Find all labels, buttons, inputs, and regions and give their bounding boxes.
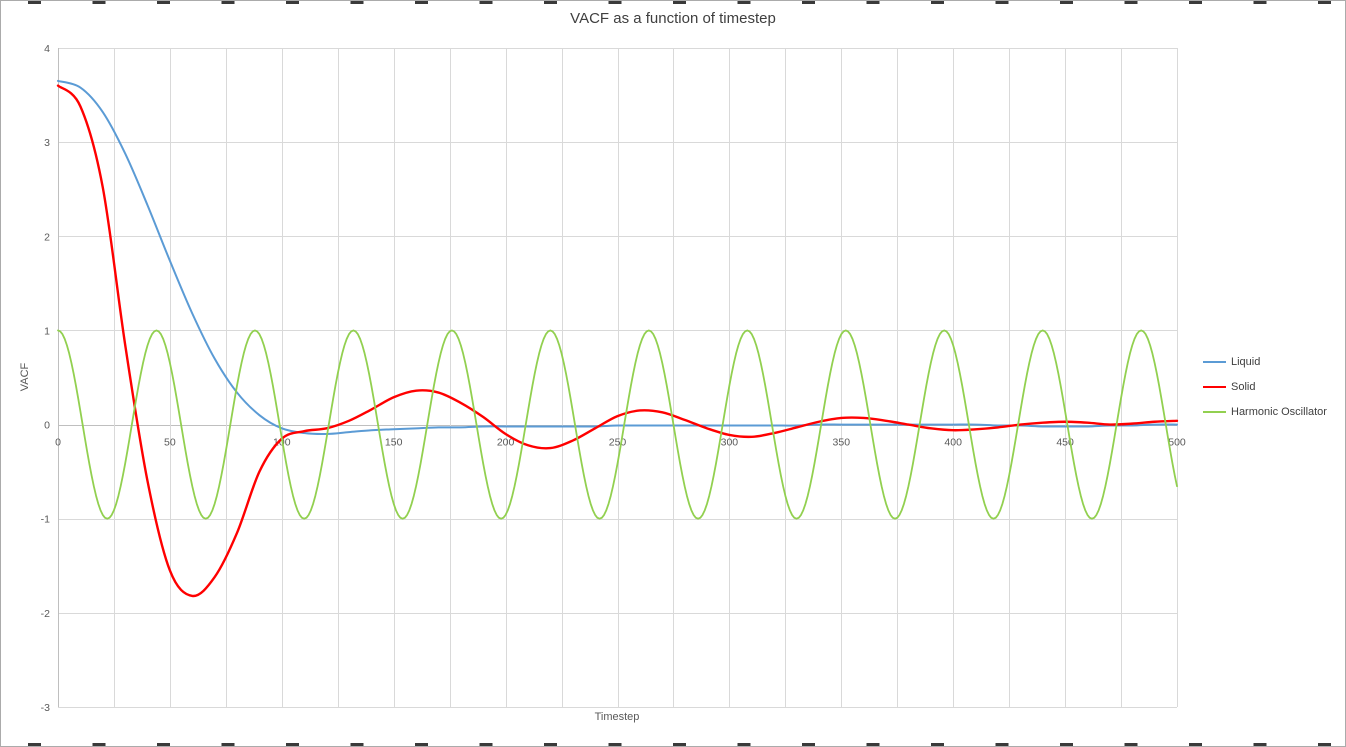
- legend-label-liquid: Liquid: [1231, 355, 1261, 368]
- svg-text:-2: -2: [41, 608, 50, 620]
- svg-text:200: 200: [497, 437, 515, 449]
- chart-title: VACF as a function of timestep: [570, 10, 776, 27]
- svg-text:50: 50: [164, 437, 176, 449]
- svg-text:0: 0: [44, 420, 50, 432]
- svg-text:-1: -1: [41, 514, 50, 526]
- svg-text:150: 150: [385, 437, 403, 449]
- legend-label-harmonic-oscillator: Harmonic Oscillator: [1231, 405, 1327, 418]
- svg-text:1: 1: [44, 325, 50, 337]
- legend: Liquid Solid Harmonic Oscillator: [1203, 349, 1345, 424]
- legend-line-harmonic-oscillator-icon: [1203, 410, 1226, 413]
- svg-text:400: 400: [944, 437, 962, 449]
- svg-text:4: 4: [44, 43, 50, 55]
- legend-item-harmonic-oscillator[interactable]: Harmonic Oscillator: [1203, 399, 1345, 424]
- svg-text:3: 3: [44, 137, 50, 149]
- x-axis-title: Timestep: [594, 711, 640, 723]
- legend-line-liquid-icon: [1203, 360, 1226, 363]
- svg-text:350: 350: [833, 437, 851, 449]
- svg-text:-3: -3: [41, 702, 50, 714]
- y-axis-title: VACF: [19, 362, 31, 392]
- svg-text:300: 300: [721, 437, 739, 449]
- svg-text:2: 2: [44, 231, 50, 243]
- legend-item-solid[interactable]: Solid: [1203, 374, 1345, 399]
- legend-item-liquid[interactable]: Liquid: [1203, 349, 1345, 374]
- svg-text:0: 0: [55, 437, 61, 449]
- svg-text:500: 500: [1168, 437, 1186, 449]
- svg-text:250: 250: [609, 437, 627, 449]
- legend-label-solid: Solid: [1231, 380, 1256, 393]
- legend-line-solid-icon: [1203, 385, 1226, 388]
